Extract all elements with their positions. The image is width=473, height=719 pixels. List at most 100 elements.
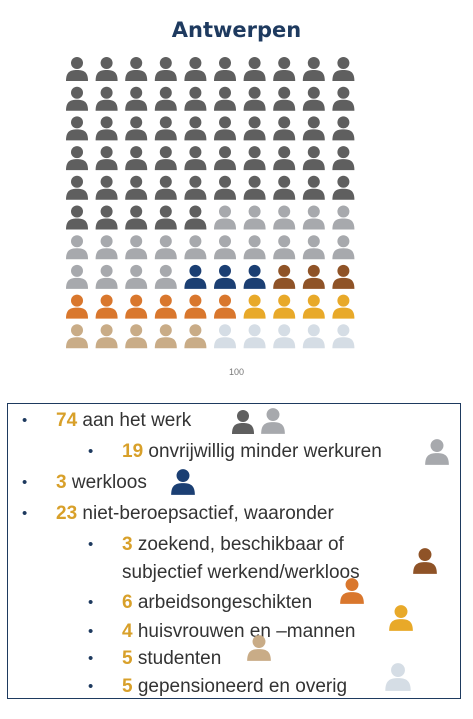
waffle-person-working_dark xyxy=(125,86,148,111)
waffle-person-unemployed xyxy=(214,264,236,289)
waffle-chart xyxy=(66,57,355,349)
waffle-person-working_dark xyxy=(66,205,88,230)
waffle-person-working_dark xyxy=(273,86,296,111)
legend-number: 3 xyxy=(56,472,67,493)
waffle-person-working_dark xyxy=(332,57,355,81)
waffle-person-working_dark xyxy=(184,57,207,81)
waffle-person-working_light xyxy=(243,205,266,230)
waffle-person-retired xyxy=(243,324,266,349)
waffle-person-unemployed xyxy=(243,264,266,289)
legend-number: 6 xyxy=(122,592,133,613)
legend-number: 19 xyxy=(122,441,144,462)
waffle-person-working_dark xyxy=(184,116,207,141)
waffle-person-working_light xyxy=(302,205,325,230)
bullet: • xyxy=(88,623,94,640)
waffle-person-working_dark xyxy=(95,175,118,200)
waffle-person-working_dark xyxy=(125,57,148,81)
waffle-person-working_dark xyxy=(66,86,88,111)
waffle-person-working_light xyxy=(95,235,118,260)
legend-text: werkloos xyxy=(66,472,147,493)
waffle-person-working_dark xyxy=(214,86,236,111)
legend-text: aan het werk xyxy=(77,410,192,431)
legend-number: 3 xyxy=(122,534,133,555)
waffle-person-working_dark xyxy=(66,116,88,141)
waffle-person-working_dark xyxy=(184,86,207,111)
waffle-person-working_dark xyxy=(154,175,177,200)
person-icon-students xyxy=(247,635,271,661)
waffle-person-working_dark xyxy=(125,116,148,141)
waffle-person-retired xyxy=(332,324,355,349)
waffle-person-working_light xyxy=(273,205,296,230)
waffle-person-working_dark xyxy=(302,146,325,171)
person-icon-underemployed xyxy=(425,439,449,465)
waffle-person-working_dark xyxy=(66,175,88,200)
waffle-person-working_dark xyxy=(125,205,148,230)
waffle-person-unemployed xyxy=(184,264,207,289)
waffle-person-working_light xyxy=(273,235,296,260)
waffle-person-working_light xyxy=(95,264,118,289)
bullet: • xyxy=(22,505,28,522)
legend-text: onvrijwillig minder werkuren xyxy=(143,441,382,462)
waffle-person-working_dark xyxy=(154,116,177,141)
waffle-person-disabled xyxy=(125,294,148,319)
legend-text: arbeidsongeschikten xyxy=(132,592,313,613)
waffle-person-working_dark xyxy=(214,175,236,200)
waffle-person-working_dark xyxy=(273,57,296,81)
waffle-person-working_dark xyxy=(243,175,266,200)
waffle-person-working_dark xyxy=(95,146,118,171)
legend-text-line2: subjectief werkend/werkloos xyxy=(122,562,360,583)
waffle-person-working_dark xyxy=(302,175,325,200)
waffle-person-working_dark xyxy=(214,146,236,171)
waffle-person-working_dark xyxy=(154,57,177,81)
chart-title: Antwerpen xyxy=(171,18,302,42)
waffle-person-working_light xyxy=(125,235,148,260)
person-icon-unemployed xyxy=(171,469,195,495)
waffle-person-disabled xyxy=(214,294,236,319)
waffle-person-disabled xyxy=(154,294,177,319)
waffle-person-students xyxy=(66,324,88,349)
bullet: • xyxy=(88,594,94,611)
waffle-person-working_light xyxy=(332,235,355,260)
person-icon-seeking xyxy=(413,548,437,574)
waffle-person-housework xyxy=(302,294,325,319)
waffle-person-working_dark xyxy=(302,86,325,111)
waffle-person-working_dark xyxy=(125,146,148,171)
legend-number: 74 xyxy=(56,410,78,431)
waffle-person-working_dark xyxy=(214,57,236,81)
waffle-person-housework xyxy=(273,294,296,319)
waffle-person-working_dark xyxy=(332,146,355,171)
person-icon-working-dark xyxy=(232,410,254,434)
waffle-person-working_dark xyxy=(125,175,148,200)
waffle-person-working_light xyxy=(125,264,148,289)
legend-text: studenten xyxy=(132,648,222,669)
bullet: • xyxy=(22,474,28,491)
waffle-person-working_dark xyxy=(95,205,118,230)
waffle-person-disabled xyxy=(66,294,88,319)
waffle-person-working_dark xyxy=(243,86,266,111)
waffle-person-working_dark xyxy=(95,57,118,81)
waffle-person-working_light xyxy=(302,235,325,260)
waffle-person-students xyxy=(125,324,148,349)
waffle-person-working_dark xyxy=(154,86,177,111)
legend-text: niet-beroepsactief, waaronder xyxy=(77,503,334,524)
waffle-person-working_dark xyxy=(302,116,325,141)
waffle-person-working_light xyxy=(243,235,266,260)
waffle-person-students xyxy=(95,324,118,349)
waffle-person-working_dark xyxy=(332,86,355,111)
waffle-person-working_light xyxy=(214,235,236,260)
waffle-person-working_dark xyxy=(184,175,207,200)
legend-box: • 74 aan het werk • 19 onvrijwillig mind… xyxy=(7,403,461,699)
waffle-person-retired xyxy=(302,324,325,349)
legend-number: 4 xyxy=(122,621,133,642)
legend-number: 5 xyxy=(122,676,133,697)
legend-number: 5 xyxy=(122,648,133,669)
waffle-person-housework xyxy=(332,294,355,319)
waffle-person-retired xyxy=(273,324,296,349)
waffle-person-retired xyxy=(214,324,236,349)
legend-text: huisvrouwen en –mannen xyxy=(132,621,356,642)
waffle-person-working_dark xyxy=(243,146,266,171)
waffle-person-working_light xyxy=(332,205,355,230)
waffle-person-working_light xyxy=(66,264,88,289)
person-icon-retired xyxy=(385,663,411,691)
waffle-person-housework xyxy=(243,294,266,319)
